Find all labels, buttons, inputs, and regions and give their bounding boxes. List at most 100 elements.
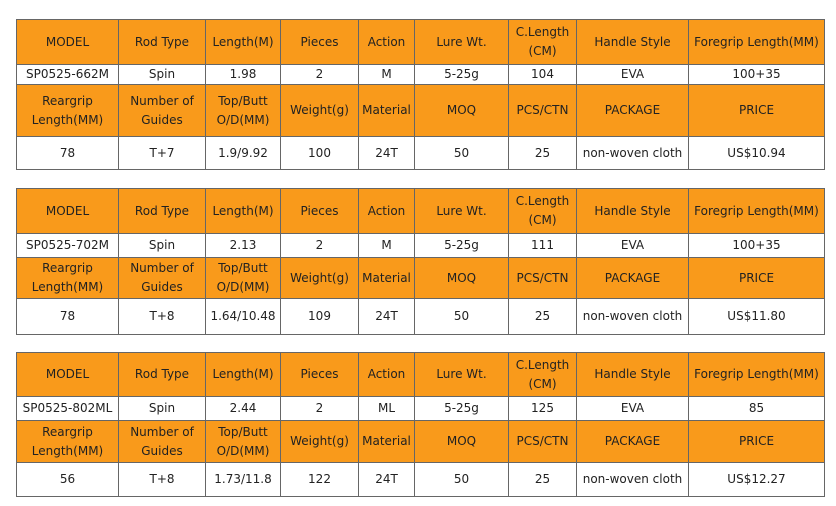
header-cell: PACKAGE: [576, 257, 689, 299]
data-cell: ML: [358, 396, 415, 421]
header-row: Reargrip Length(MM) Number of Guides Top/B…: [16, 420, 825, 463]
data-cell: Spin: [118, 396, 206, 421]
header-cell: MOQ: [414, 84, 509, 137]
data-cell: 2: [280, 396, 359, 421]
data-cell: 50: [414, 298, 509, 335]
data-cell: 25: [508, 462, 577, 497]
header-cell: Top/Butt O/D(MM): [205, 420, 281, 463]
data-cell: US$12.27: [688, 462, 825, 497]
data-cell: T+8: [118, 298, 206, 335]
header-cell: MODEL: [16, 188, 119, 234]
data-cell: EVA: [576, 396, 689, 421]
data-cell: 109: [280, 298, 359, 335]
header-cell: Rod Type: [118, 352, 206, 397]
header-cell: PCS/CTN: [508, 420, 577, 463]
header-row: MODEL Rod Type Length(M) Pieces Action Lure W…: [16, 19, 825, 65]
data-row: SP0525-802ML Spin 2.44 2 ML 5-25g 125 EVA 85: [16, 396, 825, 421]
data-cell: 111: [508, 233, 577, 258]
header-cell: MODEL: [16, 19, 119, 65]
header-cell: Lure Wt.: [414, 188, 509, 234]
header-cell: Top/Butt O/D(MM): [205, 257, 281, 299]
data-cell: 2: [280, 64, 359, 85]
header-cell: Action: [358, 188, 415, 234]
spec-table: MODEL Rod Type Length(M) Pieces Action Lure W…: [16, 19, 825, 170]
data-cell: 25: [508, 298, 577, 335]
data-cell: 100+35: [688, 233, 825, 258]
data-cell: T+7: [118, 136, 206, 170]
data-cell: SP0525-702M: [16, 233, 119, 258]
header-cell: Foregrip Length(MM): [688, 19, 825, 65]
header-cell: Weight(g): [280, 420, 359, 463]
header-cell: Reargrip Length(MM): [16, 84, 119, 137]
header-cell: PCS/CTN: [508, 257, 577, 299]
header-cell: Material: [358, 257, 415, 299]
data-cell: 24T: [358, 462, 415, 497]
header-row: Reargrip Length(MM) Number of Guides Top/B…: [16, 257, 825, 299]
data-cell: 1.98: [205, 64, 281, 85]
header-cell: Weight(g): [280, 84, 359, 137]
data-cell: 78: [16, 136, 119, 170]
data-cell: 56: [16, 462, 119, 497]
header-cell: PRICE: [688, 84, 825, 137]
data-cell: 2: [280, 233, 359, 258]
data-cell: 24T: [358, 136, 415, 170]
data-cell: EVA: [576, 64, 689, 85]
header-cell: PACKAGE: [576, 84, 689, 137]
data-cell: US$11.80: [688, 298, 825, 335]
header-cell: Material: [358, 84, 415, 137]
header-row: MODEL Rod Type Length(M) Pieces Action Lure W…: [16, 188, 825, 234]
header-cell: Action: [358, 19, 415, 65]
header-row: MODEL Rod Type Length(M) Pieces Action Lure W…: [16, 352, 825, 397]
header-cell: C.Length(CM): [508, 19, 577, 65]
header-cell: Rod Type: [118, 19, 206, 65]
data-cell: 125: [508, 396, 577, 421]
header-cell: Pieces: [280, 19, 359, 65]
header-cell: Lure Wt.: [414, 19, 509, 65]
header-cell: Reargrip Length(MM): [16, 257, 119, 299]
data-row: SP0525-702M Spin 2.13 2 M 5-25g 111 EVA 100+35: [16, 233, 825, 258]
header-cell: Foregrip Length(MM): [688, 188, 825, 234]
data-cell: 2.44: [205, 396, 281, 421]
header-cell: Top/Butt O/D(MM): [205, 84, 281, 137]
data-cell: 104: [508, 64, 577, 85]
data-cell: non-woven cloth: [576, 298, 689, 335]
data-cell: 78: [16, 298, 119, 335]
data-cell: EVA: [576, 233, 689, 258]
data-cell: 5-25g: [414, 233, 509, 258]
data-cell: 5-25g: [414, 396, 509, 421]
header-cell: Lure Wt.: [414, 352, 509, 397]
header-cell: MOQ: [414, 257, 509, 299]
data-cell: Spin: [118, 233, 206, 258]
data-cell: M: [358, 64, 415, 85]
header-cell: Pieces: [280, 352, 359, 397]
header-cell: Length(M): [205, 19, 281, 65]
data-cell: 2.13: [205, 233, 281, 258]
data-cell: SP0525-802ML: [16, 396, 119, 421]
header-cell: Number of Guides: [118, 420, 206, 463]
data-cell: 50: [414, 462, 509, 497]
data-cell: 122: [280, 462, 359, 497]
data-row: SP0525-662M Spin 1.98 2 M 5-25g 104 EVA 100+35: [16, 64, 825, 85]
data-cell: T+8: [118, 462, 206, 497]
header-cell: PRICE: [688, 257, 825, 299]
header-cell: Length(M): [205, 188, 281, 234]
data-cell: 5-25g: [414, 64, 509, 85]
header-cell: Material: [358, 420, 415, 463]
header-cell: C.Length(CM): [508, 352, 577, 397]
data-row: 78 T+7 1.9/9.92 100 24T 50 25 non-woven cloth US…: [16, 136, 825, 170]
data-row: 56 T+8 1.73/11.8 122 24T 50 25 non-woven cloth U…: [16, 462, 825, 497]
data-cell: US$10.94: [688, 136, 825, 170]
header-cell: MODEL: [16, 352, 119, 397]
data-cell: 1.73/11.8: [205, 462, 281, 497]
data-cell: M: [358, 233, 415, 258]
header-cell: Rod Type: [118, 188, 206, 234]
header-cell: Length(M): [205, 352, 281, 397]
header-cell: Weight(g): [280, 257, 359, 299]
header-cell: PRICE: [688, 420, 825, 463]
header-cell: PCS/CTN: [508, 84, 577, 137]
data-cell: 85: [688, 396, 825, 421]
header-cell: Number of Guides: [118, 84, 206, 137]
header-cell: Pieces: [280, 188, 359, 234]
header-cell: Handle Style: [576, 352, 689, 397]
